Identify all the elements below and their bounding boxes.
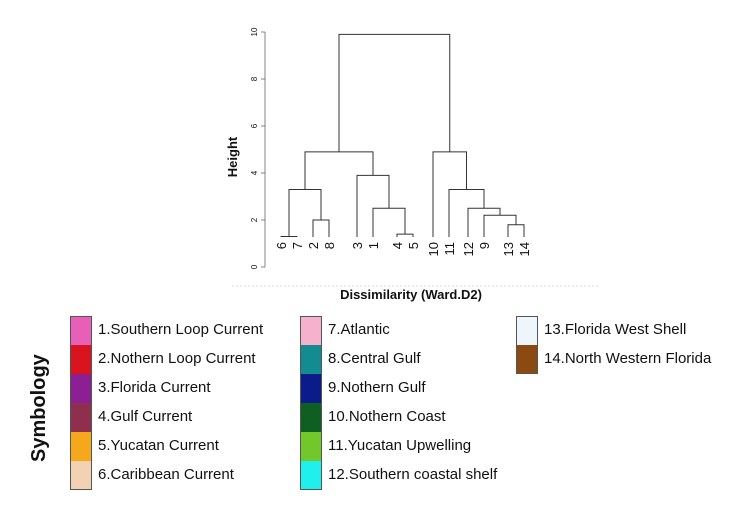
legend-swatch: [70, 316, 92, 345]
leaf-label: 4: [390, 242, 405, 249]
legend-label: 1.Southern Loop Current: [98, 321, 264, 338]
legend-label: 9.Nothern Gulf: [328, 379, 426, 396]
leaf-labels: 6 7 2 8 3 1 4 5 10 11 12 9 13 14: [274, 242, 532, 256]
leaf-label: 9: [477, 242, 492, 249]
y-tick-label: 4: [250, 170, 259, 175]
dendrogram-merge: [304, 151, 374, 190]
y-axis-label: Height: [225, 136, 240, 177]
leaf-label: 11: [442, 242, 457, 256]
leaf-label: 12: [461, 242, 476, 256]
legend-label: 11.Yucatan Upwelling: [328, 437, 472, 454]
legend-swatch: [70, 461, 92, 490]
legend-label: 8.Central Gulf: [328, 350, 421, 367]
y-tick-label: 6: [250, 123, 259, 128]
dendrogram-merge: [507, 224, 525, 237]
legend-swatch: [300, 432, 322, 461]
leaf-label: 7: [290, 242, 305, 249]
dendrogram-merge: [483, 214, 517, 237]
legend-label: 6.Caribbean Current: [98, 466, 234, 483]
leaf-label: 14: [517, 242, 532, 256]
leaf-label: 1: [366, 242, 381, 249]
legend-label: 4.Gulf Current: [98, 408, 193, 425]
legend-title: Symbology: [28, 354, 50, 462]
legend-swatch: [70, 403, 92, 432]
leaf-label: 2: [306, 242, 321, 249]
legend-swatch: [300, 345, 322, 374]
dendrogram-merge: [280, 235, 298, 237]
legend-label: 14.North Western Florida: [544, 350, 712, 367]
legend-swatch: [300, 461, 322, 490]
y-tick-label: 8: [250, 76, 259, 81]
legend-swatch: [300, 403, 322, 432]
legend-label: 2.Nothern Loop Current: [98, 350, 256, 367]
y-tick-label: 10: [250, 27, 259, 36]
x-axis-label: Dissimilarity (Ward.D2): [340, 287, 482, 302]
dendrogram-merge: [448, 188, 485, 237]
leaf-label: 10: [426, 242, 441, 256]
leaf-label: 8: [322, 242, 337, 249]
leaf-label: 3: [350, 242, 365, 249]
dendrogram-merge: [338, 33, 451, 152]
legend-label: 13.Florida West Shell: [544, 321, 687, 338]
legend-label: 3.Florida Current: [98, 379, 211, 396]
legend-label: 5.Yucatan Current: [98, 437, 219, 454]
legend-label: 12.Southern coastal shelf: [328, 466, 498, 483]
legend-swatch: [70, 345, 92, 374]
y-tick-label: 0: [250, 264, 259, 269]
leaf-label: 5: [406, 242, 421, 249]
legend-swatch: [70, 432, 92, 461]
legend-label: 10.Nothern Coast: [328, 408, 446, 425]
dendrogram-tree: [280, 33, 525, 237]
legend-label: 7.Atlantic: [328, 321, 390, 338]
legend-swatch: [300, 374, 322, 403]
legend-swatch: [70, 374, 92, 403]
dendrogram-merge: [396, 233, 414, 237]
dendrogram-merge: [312, 219, 330, 237]
leaf-label: 6: [274, 242, 289, 249]
y-axis: 0 2 4 6 8 10: [250, 27, 266, 269]
dendrogram-merge: [432, 151, 467, 237]
legend-swatch: [516, 316, 538, 345]
legend-swatch: [516, 345, 538, 374]
y-tick-label: 2: [250, 217, 259, 222]
leaf-label: 13: [501, 242, 516, 256]
dendrogram-merge: [372, 207, 406, 237]
dendrogram-merge: [288, 188, 322, 237]
legend-swatch: [300, 316, 322, 345]
